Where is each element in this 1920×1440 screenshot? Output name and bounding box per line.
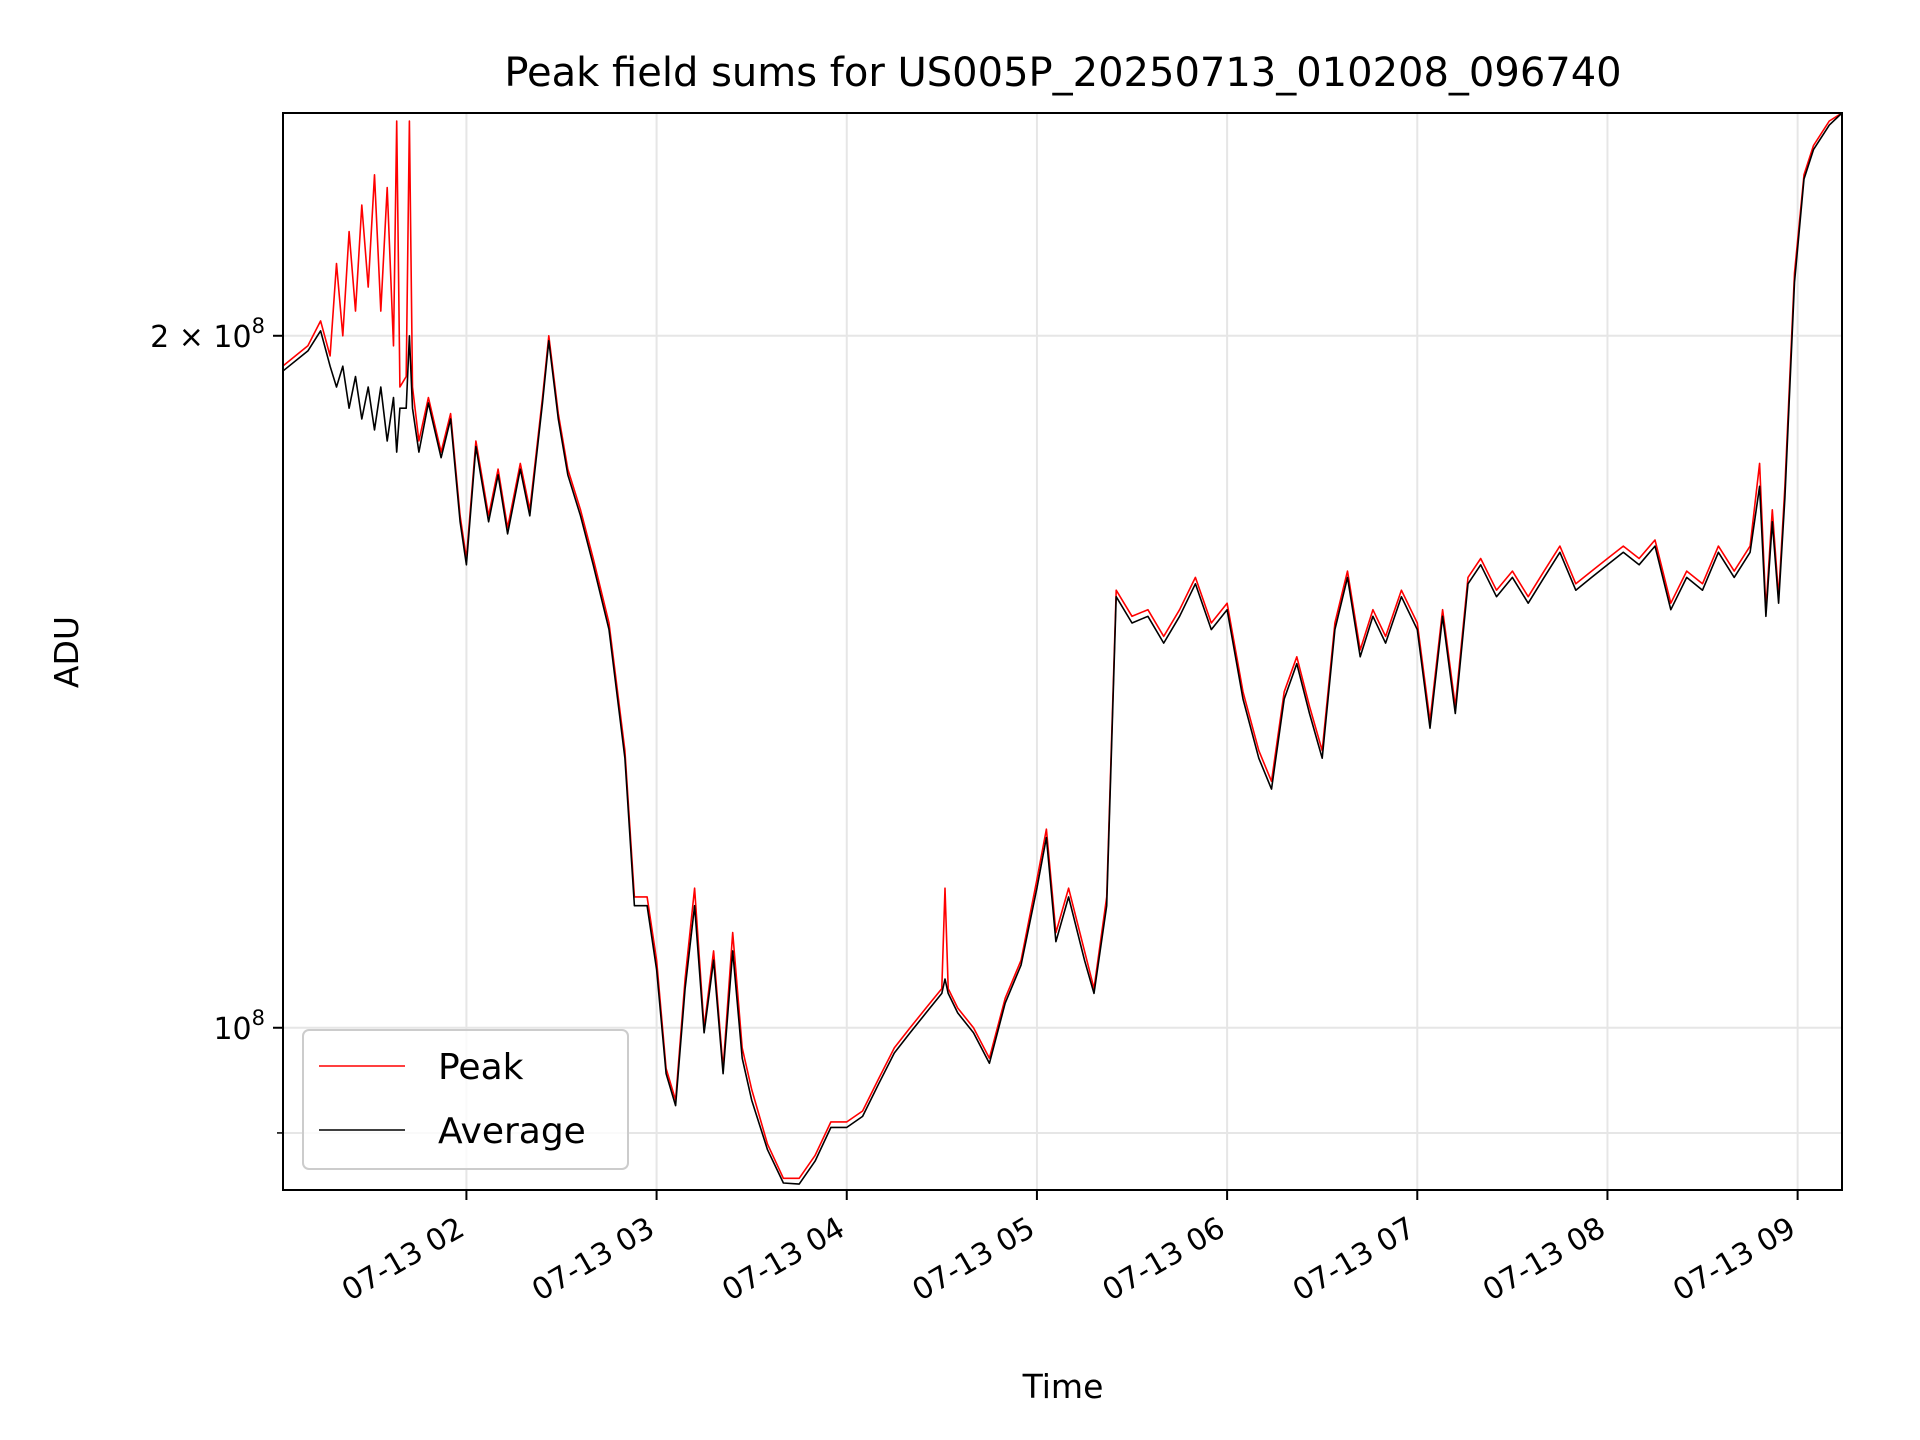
plot-frame: [282, 112, 1843, 1191]
x-axis-label: Time: [1022, 1367, 1104, 1406]
series-layer: [283, 113, 1842, 1185]
legend: Peak Average: [302, 1029, 629, 1170]
y-tick-label: 2 × 108: [150, 314, 265, 355]
legend-label-average: Average: [438, 1111, 586, 1152]
y-axis: 108 2 × 108: [150, 314, 283, 1134]
chart-title: Peak field sums for US005P_20250713_0102…: [504, 50, 1621, 96]
series-line-average: [283, 113, 1842, 1185]
y-tick-label: 108: [213, 1006, 265, 1047]
legend-box: [302, 1029, 629, 1170]
legend-label-peak: Peak: [438, 1047, 524, 1088]
y-axis-label: ADU: [47, 616, 86, 688]
series-line-peak: [283, 113, 1842, 1180]
